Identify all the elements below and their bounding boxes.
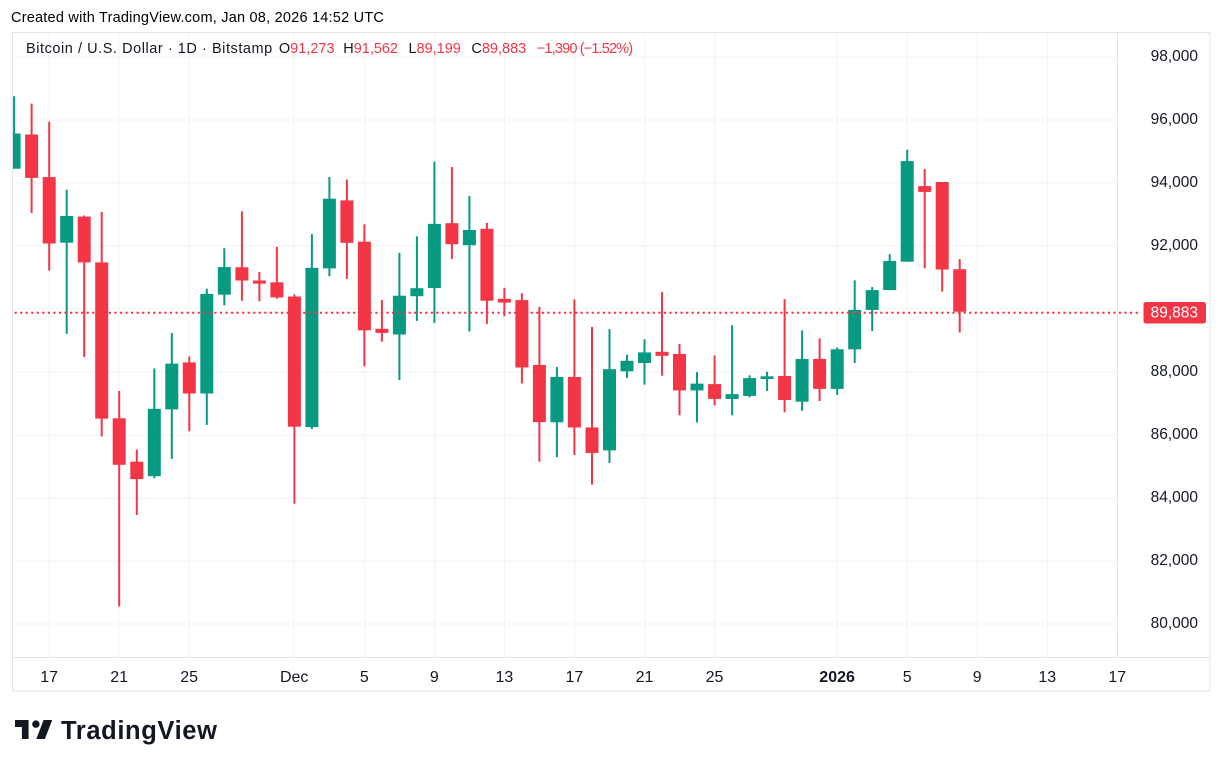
svg-text:Dec: Dec: [280, 669, 308, 686]
svg-text:25: 25: [706, 669, 724, 686]
svg-text:98,000: 98,000: [1151, 48, 1199, 65]
svg-text:17: 17: [1108, 669, 1126, 686]
svg-text:2026: 2026: [819, 669, 855, 686]
svg-text:25: 25: [180, 669, 198, 686]
svg-text:84,000: 84,000: [1151, 489, 1199, 506]
svg-text:5: 5: [360, 669, 369, 686]
svg-text:80,000: 80,000: [1151, 615, 1199, 632]
svg-text:96,000: 96,000: [1151, 111, 1199, 128]
svg-text:21: 21: [110, 669, 128, 686]
svg-text:9: 9: [430, 669, 439, 686]
svg-text:94,000: 94,000: [1151, 174, 1199, 191]
svg-text:17: 17: [566, 669, 584, 686]
svg-text:9: 9: [973, 669, 982, 686]
svg-text:17: 17: [40, 669, 58, 686]
svg-text:21: 21: [636, 669, 654, 686]
svg-text:88,000: 88,000: [1151, 363, 1199, 380]
svg-text:5: 5: [903, 669, 912, 686]
svg-text:86,000: 86,000: [1151, 426, 1199, 443]
svg-text:92,000: 92,000: [1151, 237, 1199, 254]
svg-text:13: 13: [496, 669, 514, 686]
svg-text:89,883: 89,883: [1151, 305, 1198, 322]
svg-text:82,000: 82,000: [1151, 552, 1199, 569]
svg-text:13: 13: [1038, 669, 1056, 686]
